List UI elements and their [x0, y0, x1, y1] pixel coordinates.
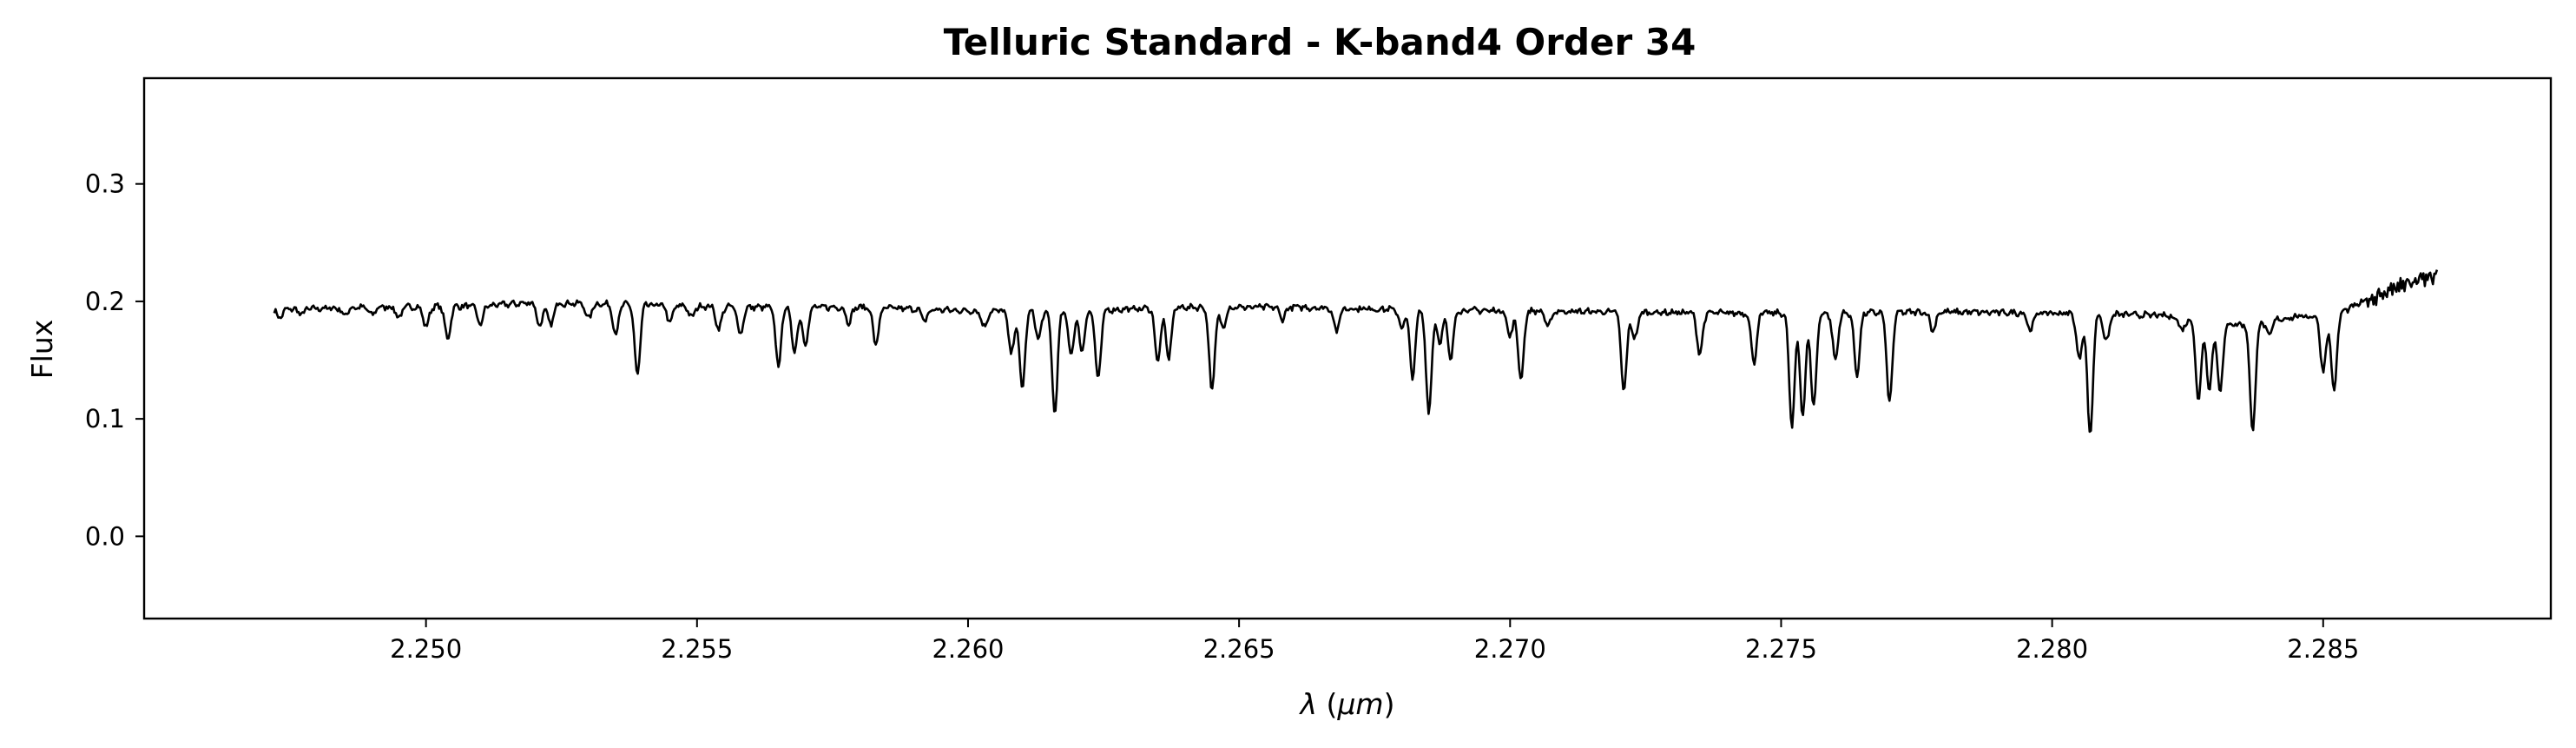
- y-tick-label: 0.3: [85, 169, 125, 199]
- x-tick-label: 2.270: [1474, 634, 1546, 664]
- x-tick-label: 2.285: [2287, 634, 2359, 664]
- x-tick-label: 2.255: [661, 634, 733, 664]
- x-tick-label: 2.265: [1203, 634, 1275, 664]
- y-axis-ticks: 0.0 0.1 0.2 0.3: [85, 169, 144, 552]
- y-tick-label: 0.0: [85, 521, 125, 551]
- x-tick-label: 2.250: [390, 634, 462, 664]
- chart-title: Telluric Standard - K-band4 Order 34: [944, 21, 1696, 63]
- spectrum-line: [274, 270, 2437, 432]
- y-tick-label: 0.2: [85, 287, 125, 316]
- x-axis-ticks: 2.250 2.255 2.260 2.265 2.270 2.275 2.280 2.285: [390, 619, 2359, 664]
- y-tick-label: 0.1: [85, 404, 125, 434]
- x-tick-label: 2.260: [932, 634, 1004, 664]
- x-axis-label: λ (μm): [1299, 687, 1395, 721]
- series-layer: [274, 270, 2437, 432]
- y-axis-label: Flux: [25, 320, 59, 380]
- x-tick-label: 2.280: [2016, 634, 2088, 664]
- x-tick-label: 2.275: [1745, 634, 1817, 664]
- plot-area-frame: [144, 78, 2551, 619]
